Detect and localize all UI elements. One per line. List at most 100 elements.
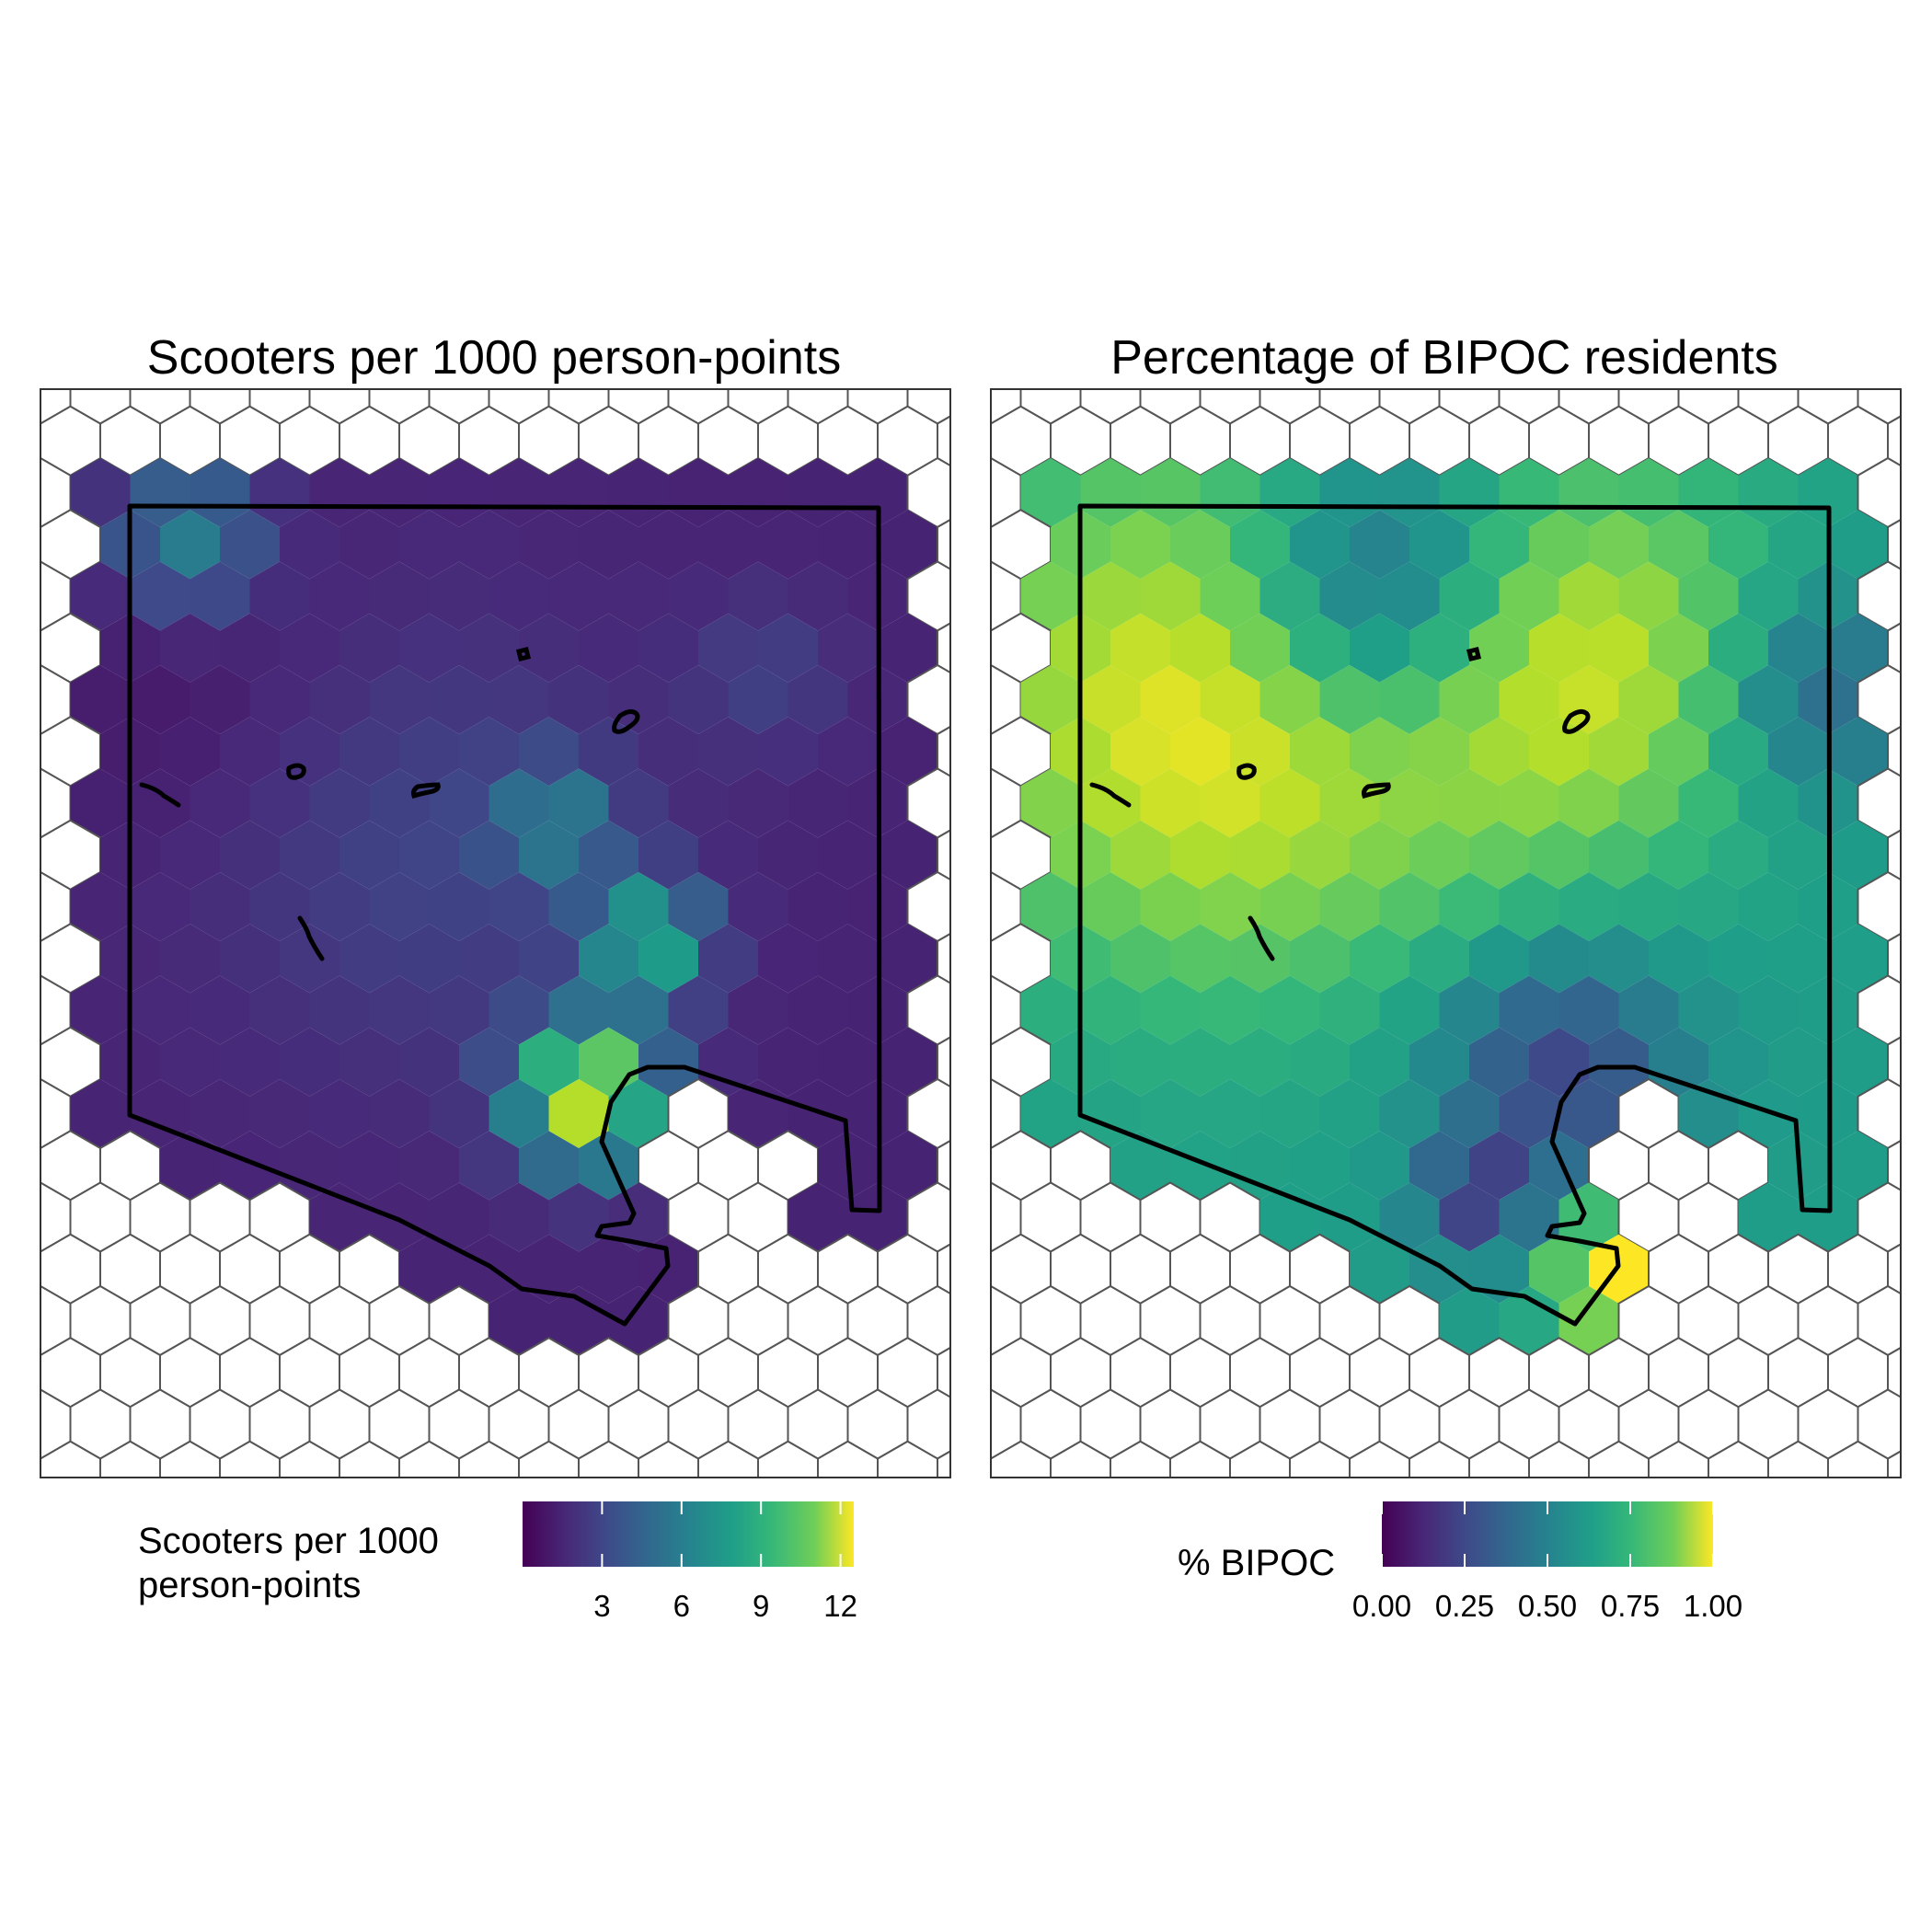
bipoc-hex-cell <box>1110 717 1170 787</box>
bipoc-hex-cell <box>1379 872 1440 941</box>
scooters-hex-cell <box>70 975 131 1045</box>
bipoc-hex-cell <box>1230 717 1290 787</box>
scooters-hex-cell <box>280 820 339 890</box>
scooters-hex-cell <box>788 561 848 631</box>
bipoc-hex-cell <box>1409 820 1469 890</box>
bipoc-tick-label: 0.75 <box>1601 1589 1660 1623</box>
bipoc-hex-cell <box>1200 561 1260 631</box>
bipoc-hex-cell <box>1558 665 1619 734</box>
bipoc-hex-cell <box>1558 561 1619 631</box>
scooters-hex-cell <box>309 1079 370 1148</box>
bipoc-hex-cell <box>1409 717 1469 787</box>
scooters-hex-cell <box>788 975 848 1045</box>
bipoc-hex-cell <box>1439 561 1500 631</box>
bipoc-hex-cell <box>1828 613 1888 683</box>
scooters-hex-cell <box>220 1027 280 1097</box>
bipoc-hex-cell <box>1439 1182 1500 1252</box>
bipoc-hex-cell <box>1170 510 1230 580</box>
bipoc-hex-cell <box>1678 458 1739 527</box>
scooters-hex-cell <box>847 1182 908 1252</box>
scooters-hex-cell <box>758 717 818 787</box>
scooters-hex-cell <box>70 768 131 838</box>
scooters-hex-cell <box>579 924 638 994</box>
scooters-hex-cell <box>399 717 459 787</box>
bipoc-hex-cell <box>1768 717 1828 787</box>
scooters-empty-hex <box>937 932 950 984</box>
bipoc-hex-cell <box>1649 510 1708 580</box>
scooters-hex-cell <box>728 768 788 838</box>
bipoc-hex-cell <box>1020 975 1081 1045</box>
scooters-hex-cell <box>459 717 519 787</box>
bipoc-hex-cell <box>1170 613 1230 683</box>
bipoc-hex-cell <box>1379 768 1440 838</box>
bipoc-hex-cell <box>1439 665 1500 734</box>
bipoc-hex-cell <box>1290 924 1350 994</box>
scooters-hex-cell <box>608 561 669 631</box>
bipoc-hex-cell <box>1558 1286 1619 1355</box>
scooters-hex-cell <box>728 975 788 1045</box>
scooters-hex-cell <box>160 1131 220 1201</box>
scooters-hex-cell <box>309 1182 370 1252</box>
bipoc-hex-cell <box>1290 717 1350 787</box>
scooters-hex-cell <box>280 1131 339 1201</box>
scooters-hex-cell <box>339 717 399 787</box>
hex-map-scooters <box>40 388 951 1478</box>
scooters-empty-hex <box>40 939 41 977</box>
scooters-hex-cell <box>638 924 698 994</box>
scooters-hex-cell <box>429 768 489 838</box>
bipoc-hex-cell <box>1200 665 1260 734</box>
bipoc-hex-cell <box>1290 820 1350 890</box>
bipoc-hex-cell <box>1828 924 1888 994</box>
bipoc-hex-cell <box>1768 924 1828 994</box>
bipoc-hex-cell <box>1738 561 1799 631</box>
scooters-hex-cell <box>608 458 669 527</box>
bipoc-empty-hex <box>1887 622 1901 674</box>
scooters-hex-cell <box>519 924 579 994</box>
bipoc-hex-cell <box>1589 510 1649 580</box>
colorbar-ticks-bipoc: 0.00 0.25 0.50 0.75 1.00 <box>1352 1501 1742 1623</box>
scooters-hex-cell <box>459 820 519 890</box>
scooters-hex-cell <box>608 768 669 838</box>
scooters-hex-cell <box>758 924 818 994</box>
bipoc-hex-cell <box>1110 820 1170 890</box>
scooters-hex-cell <box>638 1027 698 1097</box>
bipoc-hex-cell <box>1708 613 1768 683</box>
scooters-hex-cell <box>280 1027 339 1097</box>
bipoc-hex-cell <box>1529 820 1589 890</box>
bipoc-hex-cell <box>1558 975 1619 1045</box>
scooters-hex-cell <box>220 820 280 890</box>
scooters-hex-cell <box>220 924 280 994</box>
bipoc-tick-label: 1.00 <box>1684 1589 1742 1623</box>
scooters-hex-cell <box>519 820 579 890</box>
scooters-hex-cell <box>788 768 848 838</box>
scooters-hex-cell <box>878 820 937 890</box>
bipoc-empty-hex <box>1887 725 1901 777</box>
bipoc-hex-cell <box>1618 768 1679 838</box>
scooters-hex-cell <box>249 458 310 527</box>
bipoc-hex-cell <box>1319 458 1380 527</box>
scooters-hex-cell <box>459 1131 519 1201</box>
bipoc-hex-cell <box>1259 458 1320 527</box>
scooters-hex-cell <box>459 924 519 994</box>
scooters-hex-cell <box>608 665 669 734</box>
scooters-hex-cell <box>160 924 220 994</box>
bipoc-hex-cell <box>1350 820 1409 890</box>
scooters-hex-cell <box>160 820 220 890</box>
bipoc-hex-cell <box>1230 924 1290 994</box>
bipoc-hex-cell <box>1768 510 1828 580</box>
scooters-hex-cell <box>668 561 729 631</box>
panel-scooters: Scooters per 1000 person-points Scooters… <box>40 331 951 1623</box>
scooters-hex-cell <box>190 561 250 631</box>
scooters-hex-cell <box>369 768 430 838</box>
bipoc-hex-cell <box>1409 613 1469 683</box>
bipoc-hex-cell <box>1499 665 1559 734</box>
scooters-water-outline <box>297 915 325 961</box>
scooters-hex-cell <box>459 1234 519 1304</box>
scooters-hex-cell <box>339 613 399 683</box>
bipoc-hex-cell <box>1589 613 1649 683</box>
bipoc-hex-cell <box>1170 1027 1230 1097</box>
scooters-hex-cell <box>878 1027 937 1097</box>
bipoc-hex-cell <box>1110 613 1170 683</box>
bipoc-hex-cell <box>1259 975 1320 1045</box>
scooters-hex-cell <box>519 1131 579 1201</box>
